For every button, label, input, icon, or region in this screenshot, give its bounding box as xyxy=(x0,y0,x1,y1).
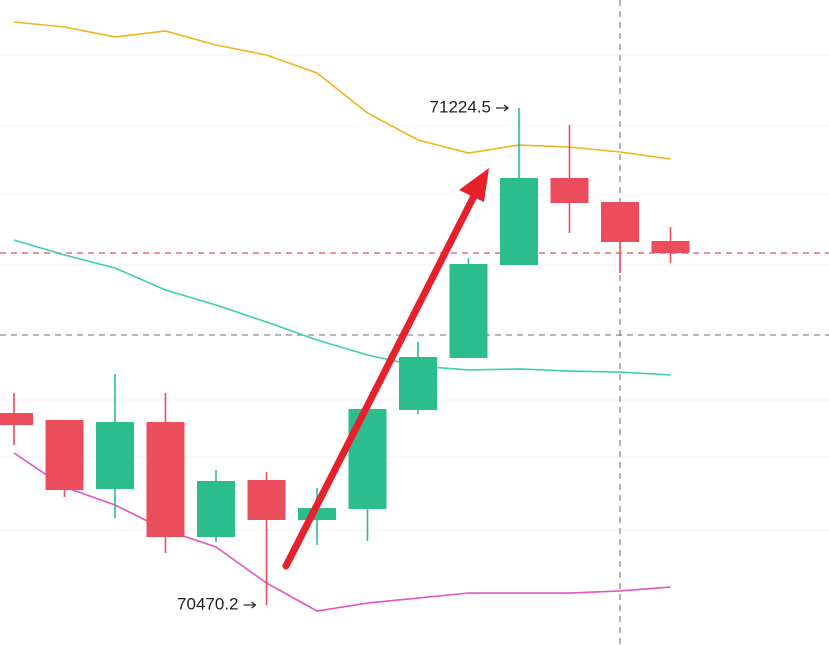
candle-body xyxy=(449,264,488,358)
candle-body xyxy=(399,356,437,410)
candle-body xyxy=(146,422,185,538)
arrow-head xyxy=(459,168,489,202)
candle-body xyxy=(601,202,639,243)
band-line xyxy=(13,452,671,612)
candle-body xyxy=(247,480,286,521)
candle-body xyxy=(348,408,387,510)
candle-body xyxy=(0,413,33,425)
candle-body xyxy=(550,177,589,204)
candle-body xyxy=(197,480,235,538)
low-label: 70470.2 xyxy=(177,594,238,613)
candle-body xyxy=(298,508,336,521)
marker-arrow-head xyxy=(251,601,257,609)
candle-body xyxy=(651,241,690,254)
band-line xyxy=(13,239,671,376)
arrow-shaft xyxy=(282,192,478,570)
high-label: 71224.5 xyxy=(430,97,491,116)
candle-body xyxy=(500,177,538,266)
trend-arrow xyxy=(282,168,489,570)
band-line xyxy=(13,21,671,160)
candle-body xyxy=(96,422,134,489)
marker-arrow-head xyxy=(503,104,509,112)
candle-body xyxy=(45,419,84,491)
